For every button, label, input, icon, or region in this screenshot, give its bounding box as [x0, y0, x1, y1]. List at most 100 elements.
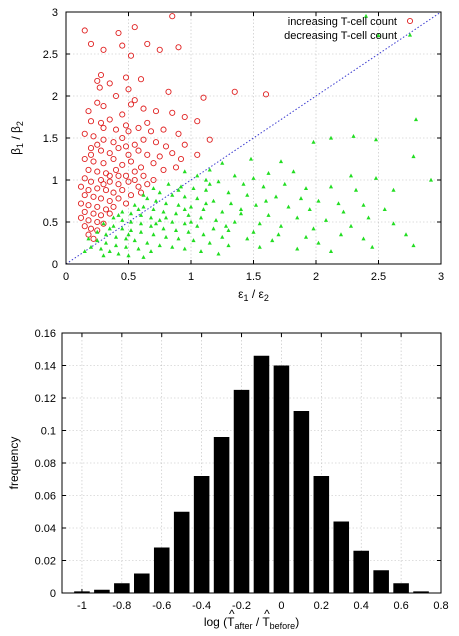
data-point-decreasing [95, 238, 100, 243]
data-point-decreasing [113, 234, 119, 239]
data-point-increasing [172, 164, 180, 171]
data-point-decreasing [216, 179, 221, 184]
histogram-bar [94, 589, 110, 593]
histogram-bar [233, 389, 250, 593]
data-point-decreasing [363, 13, 369, 18]
data-point-decreasing [391, 187, 396, 192]
data-point-increasing [119, 161, 126, 168]
data-point-increasing [144, 40, 151, 47]
histogram-bar [333, 521, 350, 593]
data-point-increasing [115, 172, 122, 179]
data-point-increasing [119, 111, 126, 118]
data-point-increasing [97, 212, 105, 219]
histogram-chart: -1 -0.8 -0.6 -0.4 -0.2 0 0.2 0.4 0.6 0.8 0 0.02 0.04… [7, 328, 449, 631]
data-point-decreasing [232, 173, 237, 178]
data-point-decreasing [273, 194, 279, 199]
data-point-decreasing [328, 135, 334, 140]
data-point-increasing [112, 166, 120, 173]
data-point-increasing [90, 210, 97, 217]
data-point-increasing [127, 158, 135, 165]
data-point-decreasing [173, 211, 179, 216]
data-point-decreasing [428, 177, 434, 182]
data-point-decreasing [278, 159, 284, 164]
data-point-decreasing [295, 246, 300, 251]
data-point-increasing [85, 231, 92, 238]
data-point-decreasing [253, 202, 259, 207]
data-point-decreasing [138, 229, 144, 234]
data-point-increasing [115, 181, 122, 188]
histogram-bar [353, 550, 369, 593]
data-point-decreasing [123, 244, 129, 249]
data-point-increasing [87, 225, 95, 232]
data-point-decreasing [198, 215, 204, 220]
data-point-decreasing [251, 176, 256, 180]
data-point-increasing [112, 92, 120, 100]
data-point-increasing [147, 128, 155, 135]
data-point-increasing [177, 155, 185, 163]
data-point-decreasing [276, 232, 281, 237]
data-point-decreasing [178, 184, 184, 189]
data-point-increasing [127, 52, 135, 59]
hat-accent-after: ^ [229, 607, 235, 621]
x-tick-label: 0.5 [121, 271, 136, 283]
data-point-increasing [85, 166, 92, 173]
data-point-increasing [194, 118, 201, 125]
data-point-decreasing [291, 169, 296, 174]
scatter-chart: 0 0.5 1 1.5 2 2.5 3 0 0.5 1 1.5 2 2.5 3 increasing T-… [9, 7, 444, 303]
data-point-increasing [122, 143, 130, 150]
data-point-decreasing [98, 246, 104, 251]
histogram-bar [253, 355, 270, 593]
data-point-decreasing [111, 223, 116, 228]
data-point-decreasing [113, 243, 119, 248]
data-point-decreasing [101, 221, 106, 226]
data-point-decreasing [88, 244, 94, 249]
data-point-decreasing [311, 139, 316, 144]
scatter-y-axis-label: β1 / β2 [9, 121, 25, 155]
data-point-decreasing [141, 204, 146, 209]
data-point-increasing [160, 166, 167, 173]
y-tick-label: 0.16 [35, 328, 56, 340]
data-point-increasing [144, 119, 151, 126]
data-point-increasing [127, 101, 135, 108]
data-point-increasing [100, 136, 107, 143]
x-tick-label: 0.6 [393, 600, 408, 612]
data-point-increasing [181, 113, 188, 121]
data-point-increasing [152, 139, 160, 146]
data-point-decreasing [136, 246, 141, 251]
data-point-increasing [152, 108, 160, 115]
data-point-increasing [87, 145, 95, 152]
data-point-decreasing [95, 229, 100, 234]
data-point-decreasing [341, 209, 346, 214]
data-point-increasing [115, 29, 122, 37]
data-point-increasing [100, 160, 107, 167]
data-point-increasing [110, 139, 117, 146]
data-point-increasing [94, 185, 101, 192]
data-point-increasing [110, 189, 117, 196]
data-point-increasing [160, 126, 167, 133]
data-point-decreasing [211, 226, 216, 231]
data-point-decreasing [176, 187, 181, 192]
data-point-increasing [106, 116, 113, 123]
data-point-decreasing [145, 196, 150, 201]
data-point-decreasing [170, 192, 175, 197]
data-point-increasing [106, 210, 113, 217]
data-point-decreasing [226, 243, 231, 248]
data-point-increasing [97, 119, 105, 126]
data-point-increasing [77, 200, 85, 207]
data-point-increasing [81, 130, 88, 137]
histogram-bar [273, 365, 290, 593]
data-point-increasing [135, 183, 142, 190]
data-point-increasing [100, 103, 107, 110]
data-point-increasing [102, 170, 110, 177]
data-point-decreasing [226, 190, 231, 195]
data-point-increasing [85, 108, 92, 115]
data-point-increasing [81, 175, 88, 182]
hat-accent-before: ^ [264, 607, 270, 621]
histogram-bar [173, 511, 190, 593]
data-point-decreasing [151, 232, 156, 237]
data-point-increasing [140, 105, 147, 112]
data-point-increasing [81, 27, 88, 34]
y-tick-label: 3 [52, 7, 58, 19]
x-tick-label: 0 [278, 600, 284, 612]
data-point-decreasing [411, 154, 416, 159]
